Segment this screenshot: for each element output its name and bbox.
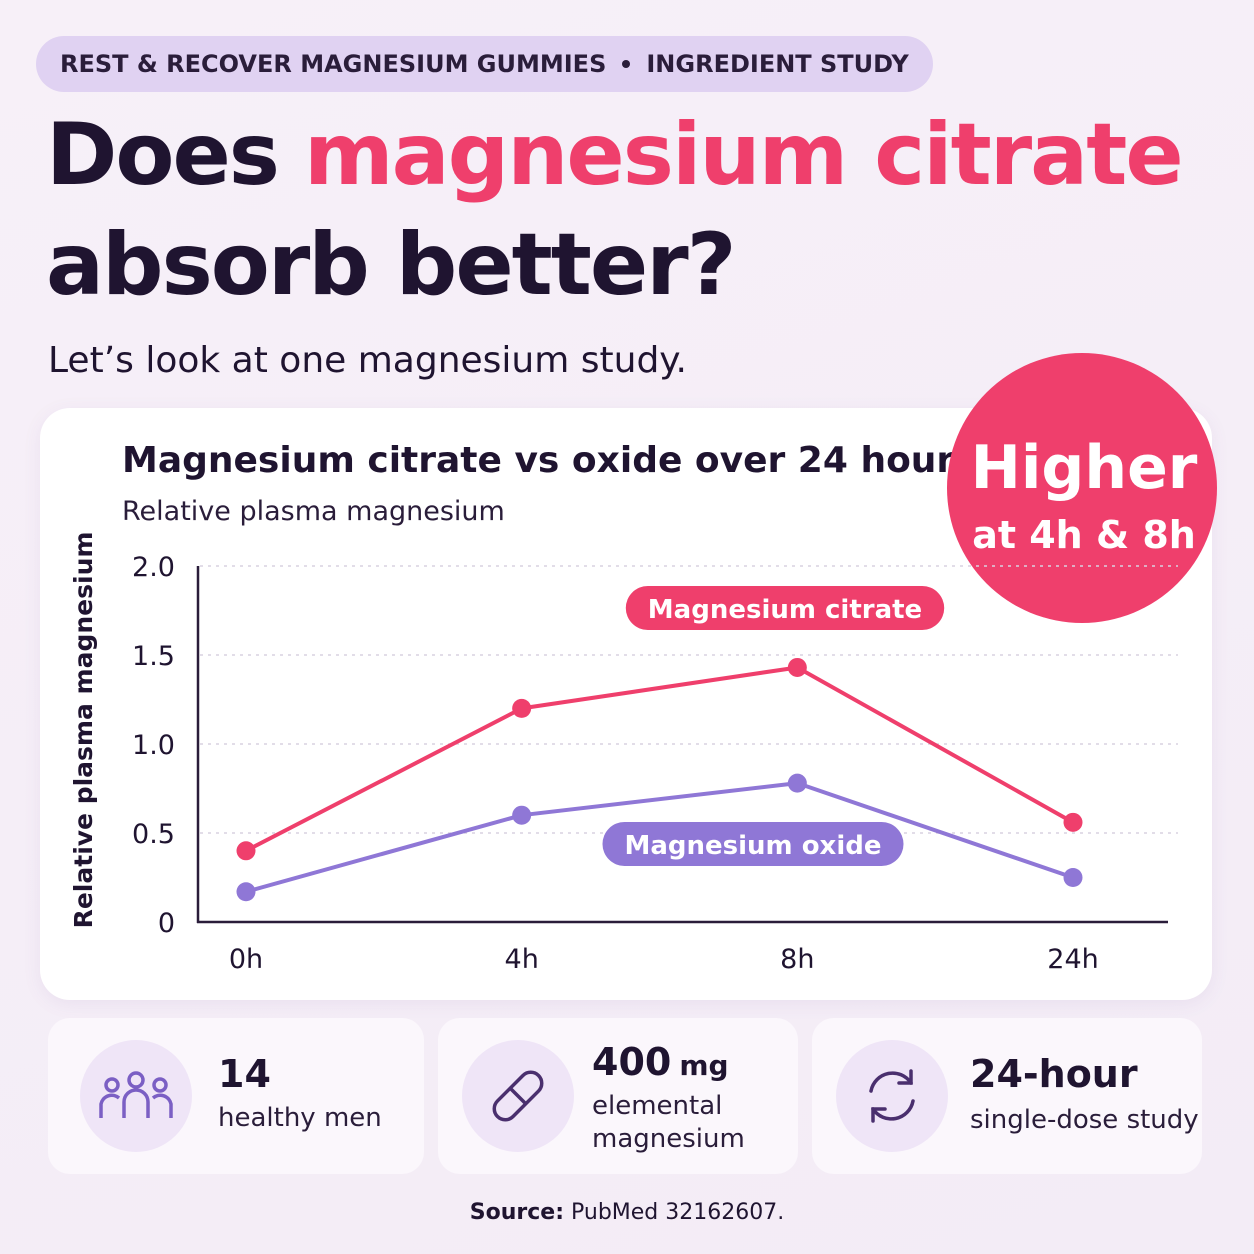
- callout-headline: Higher: [971, 433, 1198, 503]
- source-label: Source:: [469, 1200, 564, 1225]
- subtitle: Let’s look at one magnesium study.: [48, 340, 687, 381]
- headline-text: absorb better?: [46, 215, 737, 315]
- stat-value: 14: [218, 1052, 271, 1096]
- y-tick-label: 0.5: [132, 819, 175, 850]
- y-axis-label: Relative plasma magnesium: [69, 532, 98, 929]
- data-point: [1063, 812, 1083, 832]
- icon: [462, 1040, 574, 1152]
- x-tick-label: 8h: [780, 944, 814, 975]
- legend-pill: [625, 586, 945, 630]
- x-tick-label: 0h: [229, 944, 263, 975]
- data-point: [787, 657, 807, 677]
- chart-subtitle: Relative plasma magnesium: [122, 496, 505, 527]
- headline-text: Does: [46, 105, 280, 205]
- refresh-icon: [869, 1069, 915, 1123]
- headline: Does magnesium citrate absorb better?: [46, 100, 1184, 320]
- stat-card: 400 mg elemental magnesium: [438, 1018, 798, 1174]
- legend-item: Magnesium citrate: [625, 586, 945, 630]
- stat-label: healthy men: [218, 1103, 382, 1133]
- y-tick-label: 2.0: [132, 552, 175, 583]
- pill-icon: [492, 1070, 544, 1122]
- data-point: [1063, 868, 1083, 887]
- x-tick-label: 24h: [1047, 944, 1098, 975]
- source-text: PubMed 32162607.: [571, 1200, 785, 1225]
- headline-highlight: magnesium citrate: [304, 105, 1184, 205]
- legend-item: Magnesium oxide: [602, 822, 904, 866]
- icon: [836, 1040, 948, 1152]
- data-point: [787, 773, 807, 793]
- callout-detail: at 4h & 8h: [972, 513, 1196, 557]
- badge-text: INGREDIENT STUDY: [646, 50, 909, 78]
- callout-circle: [947, 353, 1217, 623]
- stat-unit: mg: [679, 1049, 729, 1082]
- x-tick-label: 4h: [505, 944, 539, 975]
- legend-pill: [602, 822, 904, 866]
- data-point: [512, 698, 532, 718]
- series-line: [245, 781, 1074, 894]
- chart: Magnesium citrate vs oxide over 24 hours…: [69, 353, 1217, 975]
- stat-card: 24-hour single-dose study: [812, 1018, 1202, 1174]
- badge-text: REST & RECOVER MAGNESIUM GUMMIES: [60, 50, 607, 78]
- badge: REST & RECOVER MAGNESIUM GUMMIES INGREDI…: [36, 36, 933, 92]
- stat-number: 400: [592, 1040, 672, 1084]
- series-line: [245, 665, 1074, 853]
- icon: [80, 1040, 192, 1152]
- data-point: [512, 805, 532, 825]
- stat-card: 14 healthy men: [48, 1018, 424, 1174]
- stat-label: elemental magnesium: [592, 1091, 745, 1154]
- stat-label: single-dose study: [970, 1105, 1199, 1135]
- data-point: [236, 882, 256, 902]
- data-point: [236, 841, 256, 861]
- y-tick-label: 0: [158, 908, 175, 939]
- y-tick-label: 1.0: [132, 730, 175, 761]
- stat-value: 24-hour: [970, 1052, 1138, 1096]
- legend-label: Magnesium oxide: [624, 831, 881, 861]
- chart-title: Magnesium citrate vs oxide over 24 hours: [122, 440, 976, 481]
- people-icon: [99, 1071, 173, 1118]
- separator: [622, 60, 631, 68]
- source: Source: PubMed 32162607.: [0, 1200, 1254, 1225]
- y-tick-label: 1.5: [132, 641, 175, 672]
- callout: Higher at 4h & 8h: [947, 353, 1217, 623]
- stat-value: 400 mg: [592, 1040, 729, 1084]
- legend-label: Magnesium citrate: [648, 595, 922, 625]
